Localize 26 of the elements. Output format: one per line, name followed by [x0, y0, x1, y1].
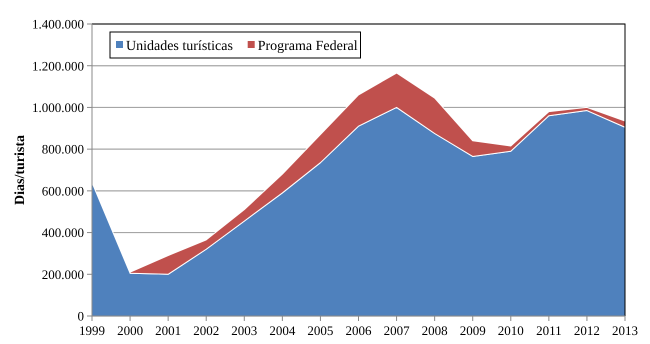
x-tick-label: 2004 [269, 323, 296, 338]
x-tick-label: 2011 [536, 323, 562, 338]
y-axis-title: Dias/turista [13, 135, 28, 205]
y-tick-label: 800.000 [42, 142, 84, 157]
x-tick-label: 2008 [422, 323, 448, 338]
y-tick-label: 400.000 [42, 225, 84, 240]
x-tick-label: 2009 [460, 323, 486, 338]
x-tick-label: 2001 [155, 323, 182, 338]
x-tick-label: 2006 [346, 323, 372, 338]
y-tick-label: 1.400.000 [32, 16, 84, 32]
y-tick-label: 1.000.000 [32, 100, 84, 115]
x-tick-label: 2013 [612, 323, 638, 338]
y-tick-label: 0 [78, 308, 84, 324]
x-tick-label: 2003 [231, 323, 258, 338]
legend-label: Programa Federal [258, 38, 358, 54]
y-tick-label: 200.000 [42, 266, 84, 282]
x-tick-label: 2002 [193, 323, 220, 338]
x-tick-label: 2005 [307, 323, 334, 338]
x-tick-label: 2000 [117, 323, 144, 338]
x-tick-label: 1999 [79, 323, 105, 338]
legend: Unidades turísticas Programa Federal [110, 32, 361, 58]
y-tick-label: 1.200.000 [32, 58, 84, 74]
x-tick-label: 2010 [498, 323, 524, 338]
x-tick-label: 2012 [574, 323, 600, 338]
x-tick-label: 2007 [384, 323, 410, 338]
y-tick-label: 600.000 [42, 183, 84, 198]
